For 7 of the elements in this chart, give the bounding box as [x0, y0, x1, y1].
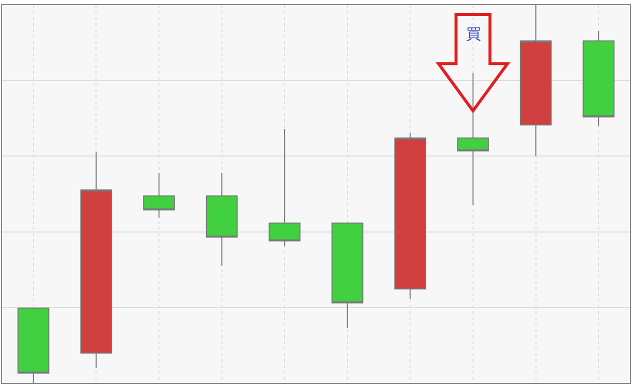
- annotation: 買: [466, 25, 481, 43]
- candlestick: [143, 172, 175, 218]
- candlestick: [18, 308, 50, 383]
- candlestick: [206, 172, 238, 266]
- candlestick: [582, 30, 614, 126]
- candlestick: [268, 128, 300, 247]
- candlestick: [332, 222, 364, 328]
